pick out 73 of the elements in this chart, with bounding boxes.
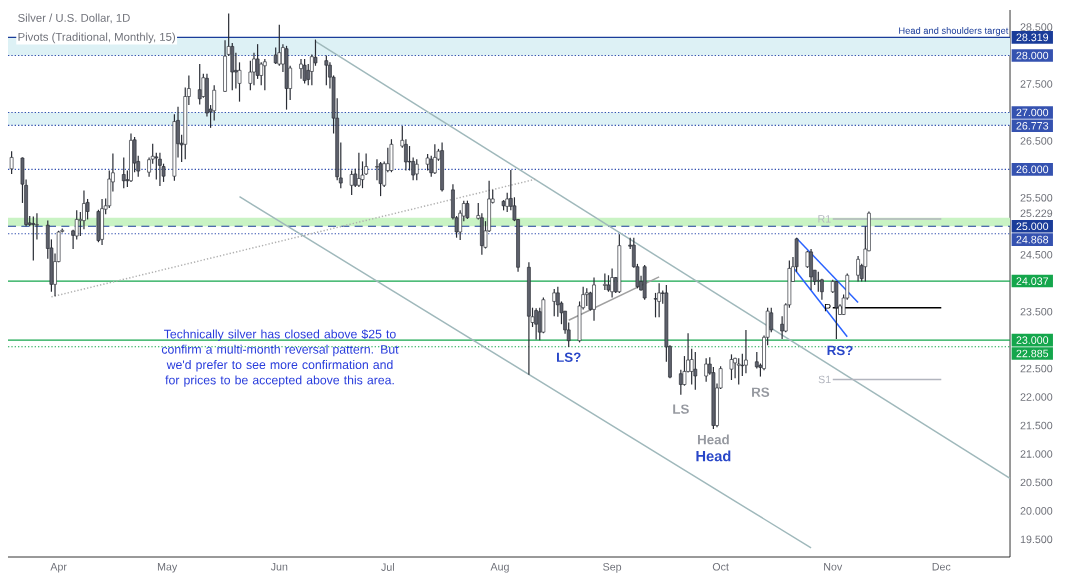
- annotation: RS: [752, 387, 770, 397]
- ref-line-label: 24.868: [1016, 235, 1049, 244]
- candlestick: [324, 54, 329, 86]
- candlestick: [603, 272, 607, 291]
- x-tick-label: Dec: [932, 563, 951, 571]
- candlestick: [552, 288, 557, 317]
- y-tick-label: 22.000: [1020, 393, 1053, 401]
- x-tick-label: Sep: [603, 563, 622, 573]
- candlestick: [302, 58, 307, 85]
- y-tick-label: 22.500: [1020, 364, 1053, 373]
- annotation: LS: [673, 404, 689, 414]
- text: Pivots (Traditional, Monthly, 15): [18, 32, 175, 44]
- annotation: R1: [818, 215, 831, 223]
- candlestick: [357, 152, 361, 188]
- candlestick: [856, 255, 860, 283]
- annotation: Head: [696, 450, 731, 462]
- candlestick: [378, 161, 383, 197]
- candlestick: [158, 152, 162, 187]
- ref-line-label: 27.000: [1016, 108, 1049, 117]
- y-tick-label: 25.500: [1020, 194, 1053, 202]
- candlestick: [505, 192, 510, 213]
- y-tick-label: 20.000: [1020, 507, 1053, 515]
- annotation: Head: [697, 434, 729, 445]
- candlestick: [262, 58, 267, 91]
- candlestick: [259, 61, 264, 86]
- annotation: LS?: [557, 352, 581, 362]
- y-tick-label: 19.500: [1020, 535, 1053, 544]
- y-tick-label: 21.000: [1020, 450, 1053, 458]
- y-tick-label: 24.500: [1020, 250, 1053, 259]
- ref-line-label: 26.773: [1016, 122, 1049, 130]
- candlestick: [9, 150, 14, 175]
- annotation: RS?: [827, 345, 853, 356]
- annotation: S1: [818, 375, 831, 384]
- candlestick: [610, 267, 614, 299]
- candlestick: [744, 329, 748, 374]
- ref-line-label: 26.000: [1016, 165, 1049, 174]
- candlestick: [657, 282, 661, 318]
- candlestick: [693, 351, 698, 391]
- x-tick-label: Jun: [270, 563, 288, 571]
- candlestick: [534, 307, 538, 341]
- x-tick-label: Aug: [490, 563, 509, 573]
- y-tick-label: 25.229: [1020, 209, 1053, 218]
- x-tick-label: Oct: [712, 563, 729, 571]
- candlestick: [740, 353, 745, 377]
- annotation: Head and shoulders target: [899, 27, 1009, 36]
- y-tick-label: 28.500: [1020, 23, 1053, 31]
- ref-line-label: 24.037: [1016, 277, 1049, 285]
- ref-line-label: 28.319: [1016, 33, 1049, 42]
- y-tick-label: 23.500: [1020, 307, 1053, 316]
- x-tick-label: Jul: [381, 563, 394, 571]
- candlestick: [375, 158, 379, 181]
- ref-line-label: 23.000: [1016, 336, 1049, 344]
- candlestick: [407, 145, 412, 172]
- candlestick: [689, 348, 694, 386]
- candlestick: [299, 58, 303, 80]
- y-tick-label: 20.500: [1020, 478, 1053, 487]
- candlestick: [414, 158, 419, 181]
- ref-line-label: 25.000: [1016, 222, 1049, 231]
- candlestick: [653, 292, 658, 318]
- y-tick-label: 27.500: [1020, 80, 1053, 88]
- ref-line-label: 28.000: [1016, 51, 1049, 60]
- x-tick-label: May: [157, 563, 178, 573]
- chart-title: Silver / U.S. Dollar, 1D: [18, 13, 130, 24]
- ref-line-label: 22.885: [1016, 349, 1049, 358]
- x-tick-label: Nov: [824, 563, 843, 571]
- y-tick-label: 21.500: [1020, 421, 1053, 430]
- candlestick: [465, 200, 470, 220]
- candlestick: [349, 169, 354, 196]
- annotation: P: [824, 304, 831, 312]
- y-tick-label: 26.500: [1020, 137, 1053, 145]
- candlestick: [432, 143, 437, 175]
- annotation: Technically silver has closed above $25 to confirm a multi-month reversal pattern. But we'd prefer to see more confirmation and for prices to be accepted above this area.: [161, 329, 399, 387]
- x-tick-label: Apr: [50, 563, 67, 573]
